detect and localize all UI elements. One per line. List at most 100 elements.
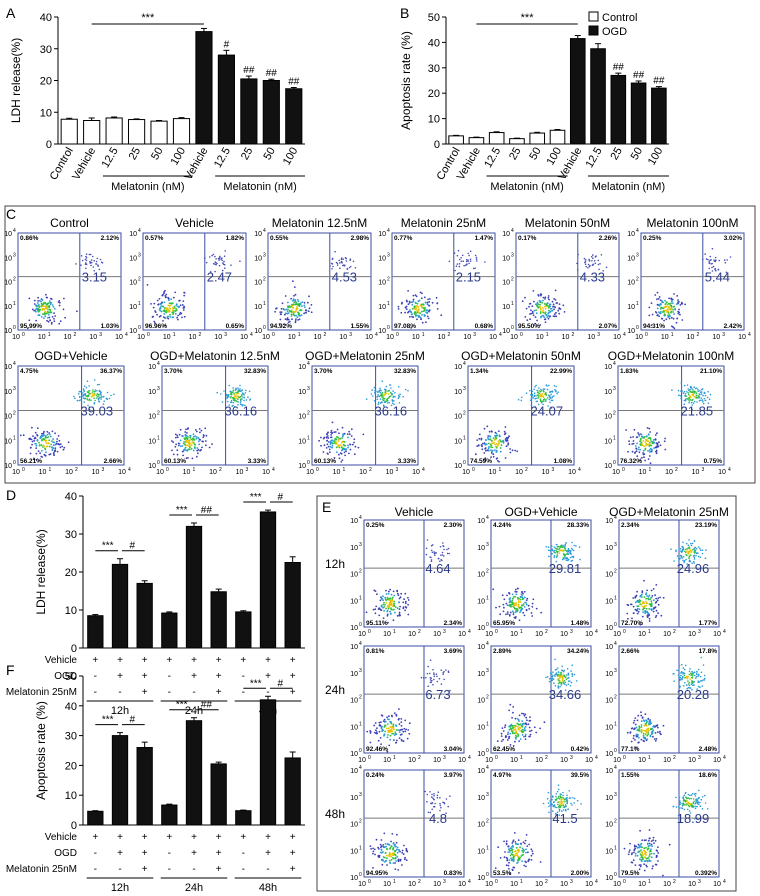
flow-dot [398,613,401,616]
quadrant-lower-right-pct: 1.55% [351,323,370,330]
flow-dot [691,674,694,677]
flow-dot [683,403,686,406]
flow-dot [556,554,559,556]
flow-dot [511,601,513,603]
flow-x-exp: 4 [468,879,471,885]
flow-dot [524,735,527,738]
flow-dot [638,433,640,436]
flow-dot [189,434,192,437]
flow-dot [371,389,374,391]
flow-dot [393,608,395,611]
flow-dot [331,263,334,265]
flow-dot [518,740,520,742]
flow-x-exp: 1 [173,332,176,338]
apoptosis-value: 29.81 [549,561,582,576]
flow-dot [526,319,529,322]
flow-x-tick: 10 [39,469,47,476]
flow-dot [467,252,470,255]
flow-dot [640,724,643,726]
flow-dot [383,609,385,612]
flow-dot [379,398,382,400]
flow-dot [688,555,691,558]
flow-dot [308,295,310,298]
flow-dot [380,598,383,600]
flow-dot [326,440,328,442]
flow-dot [688,798,691,800]
flow-dot [196,447,199,449]
sig-mark: ## [243,65,255,76]
flow-dot [414,313,416,316]
flow-dot [495,437,498,440]
flow-dot [648,853,651,856]
flow-dot [215,258,217,260]
flow-dot [420,676,423,679]
flow-dot [508,604,510,607]
flow-y-tick: 10 [605,671,613,678]
flow-y-tick: 10 [298,364,306,371]
flow-dot [97,393,100,396]
flow-x-tick: 10 [408,631,416,638]
flow-dot [392,590,395,593]
flow-dot [87,395,90,398]
quadrant-upper-right-pct: 3.69% [444,648,463,655]
flow-dot [484,443,486,445]
flow-dot [637,741,640,744]
flow-dot [53,441,56,444]
flow-dot [40,298,43,300]
flow-dot [374,608,377,611]
flow-dot [530,312,533,315]
flow-y-tick: 10 [350,751,358,758]
flow-y-exp: 2 [614,569,617,575]
flow-y-exp: 3 [486,792,489,798]
flow-dot [654,434,657,436]
flow-y-exp: 1 [463,435,466,441]
flow-dot [658,311,660,313]
x-tick-label: 12.5 [482,146,503,171]
flow-x-tick: 10 [314,334,322,341]
flow-dot [685,553,687,556]
flow-dot [633,845,636,848]
flow-dot [354,445,357,448]
flow-dot [635,735,638,737]
flow-dot [407,729,410,731]
flow-dot [678,799,681,802]
flow-dot [541,314,544,317]
flow-dot [182,435,184,437]
flow-dot [96,257,99,260]
flow-dot [519,730,521,732]
flow-dot [661,307,664,310]
flow-dot [380,604,383,607]
flow-dot [654,840,657,842]
flow-dot [696,387,698,390]
flow-dot [699,389,701,392]
flow-dot [551,679,553,682]
flow-dot [177,442,180,445]
flow-dot [381,858,384,861]
flow-dot [540,611,543,614]
flow-dot [544,318,547,321]
flow-dot [658,296,661,298]
flow-x-tick: 10 [562,334,570,341]
flow-dot [348,452,350,455]
flow-x-tick: 10 [386,334,394,341]
flow-dot [439,802,441,805]
flow-dot [687,675,689,678]
flow-x-tick: 10 [661,334,669,341]
flow-dot [541,400,544,403]
flow-dot [565,559,568,562]
flow-dot [374,389,376,392]
flow-dot [653,447,655,449]
flow-dot [472,267,475,270]
flow-dot [488,446,490,448]
flow-dot [35,447,38,449]
flow-dot [413,305,416,308]
flow-dot [637,432,639,434]
flow-x-exp: 0 [495,755,498,761]
flow-x-tick: 10 [535,881,543,888]
flow-dot [385,385,388,388]
flow-dot [653,725,655,727]
flow-dot [704,399,706,402]
flow-dot [662,724,665,727]
flow-dot [548,384,550,387]
